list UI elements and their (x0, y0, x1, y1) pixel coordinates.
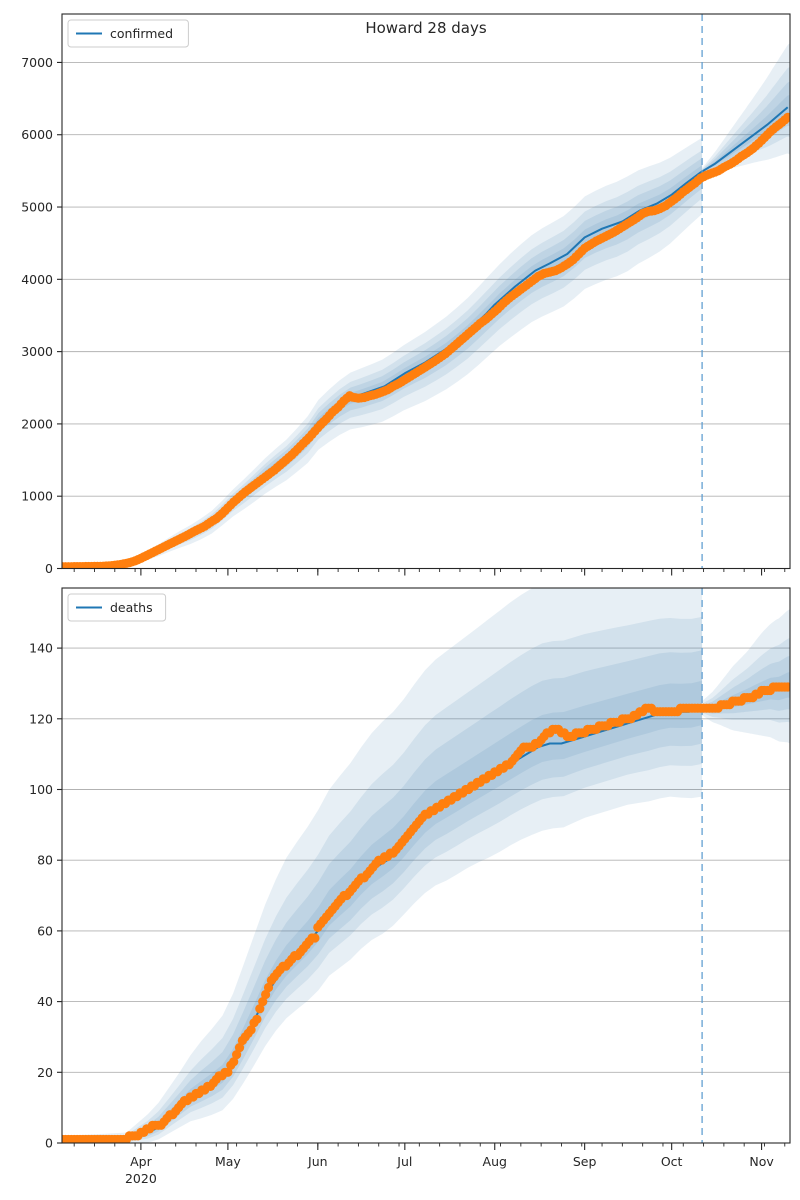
y-tick-label: 0 (45, 1136, 53, 1151)
observed-point (783, 682, 790, 692)
confirmed-confidence-bands (62, 43, 790, 568)
confidence-band (702, 655, 790, 714)
confidence-band (62, 158, 703, 568)
observed-point (258, 997, 268, 1007)
legend-box (67, 593, 167, 622)
confidence-band (62, 150, 703, 568)
legend-label: deaths (110, 600, 153, 615)
x-tick-label: Jun (307, 1154, 328, 1169)
observed-point (229, 1057, 239, 1067)
deaths-y-ticks: 0 20 40 60 80 100 120 140 (29, 641, 62, 1151)
y-tick-label: 2000 (21, 416, 53, 431)
observed-point (310, 933, 320, 943)
axes-frame (61, 587, 791, 1144)
legend-box (67, 19, 189, 48)
y-tick-label: 4000 (21, 272, 53, 287)
observed-point (252, 1014, 262, 1024)
observed-point (261, 989, 271, 1000)
x-tick-labels: Apr 2020 May Jun Jul Aug Sep Oct Nov (125, 1154, 774, 1186)
confidence-band (702, 66, 790, 173)
y-tick-label: 1000 (21, 489, 53, 504)
confidence-band (62, 650, 703, 1142)
y-tick-label: 120 (29, 711, 53, 726)
confirmed-grid (62, 61, 790, 497)
x-tick-label: Aug (483, 1154, 507, 1169)
x-tick-label: May (215, 1154, 241, 1169)
deaths-x-ticks (73, 1143, 786, 1150)
confidence-band (62, 165, 703, 568)
y-tick-label: 3000 (21, 344, 53, 359)
confirmed-observed-points (62, 112, 790, 569)
confidence-band (62, 680, 703, 1141)
observed-point (255, 1004, 265, 1014)
y-tick-label: 0 (45, 561, 53, 576)
confidence-band (702, 43, 790, 174)
confirmed-legend: confirmed (67, 19, 189, 48)
y-tick-label: 100 (29, 782, 53, 797)
confidence-band (62, 588, 703, 1143)
x-tick-year-label: 2020 (125, 1171, 157, 1186)
confidence-band (62, 137, 703, 568)
confirmed-axis-spines (61, 13, 791, 570)
confirmed-chart: 0 1000 2000 3000 4000 5000 6000 7000 Howard 28 d… (21, 13, 791, 576)
legend-label: confirmed (110, 26, 173, 41)
confirmed-y-ticks: 0 1000 2000 3000 4000 5000 6000 7000 (21, 55, 62, 576)
y-tick-label: 80 (37, 853, 53, 868)
y-tick-label: 7000 (21, 55, 53, 70)
observed-point (223, 1067, 233, 1077)
confidence-band (62, 616, 703, 1143)
deaths-confidence-bands (62, 588, 790, 1143)
confidence-band (702, 95, 790, 172)
x-tick-label: Nov (749, 1154, 774, 1169)
chart-title: Howard 28 days (365, 19, 487, 37)
x-tick-label: Apr (130, 1154, 152, 1169)
x-tick-label: Oct (661, 1154, 683, 1169)
y-tick-label: 6000 (21, 127, 53, 142)
deaths-observed-points (62, 682, 790, 1143)
axes-frame (61, 13, 791, 570)
y-tick-label: 5000 (21, 200, 53, 215)
y-tick-label: 140 (29, 641, 53, 656)
deaths-grid (62, 647, 790, 1073)
observed-point (234, 1043, 245, 1053)
confidence-band (702, 609, 790, 744)
observed-point (232, 1050, 242, 1060)
confirmed-x-ticks (73, 568, 786, 576)
observed-point (783, 112, 790, 122)
y-tick-label: 20 (37, 1065, 53, 1080)
x-tick-label: Sep (573, 1154, 597, 1169)
x-tick-label: Jul (396, 1154, 412, 1169)
observed-point (263, 982, 274, 993)
deaths-legend: deaths (67, 593, 167, 622)
observed-point (246, 1025, 256, 1035)
y-tick-label: 60 (37, 923, 53, 938)
deaths-axis-spines (61, 587, 791, 1144)
deaths-chart: Apr 2020 May Jun Jul Aug Sep Oct Nov 0 20 40 60 80 100… (29, 587, 791, 1186)
y-tick-label: 40 (37, 994, 53, 1009)
